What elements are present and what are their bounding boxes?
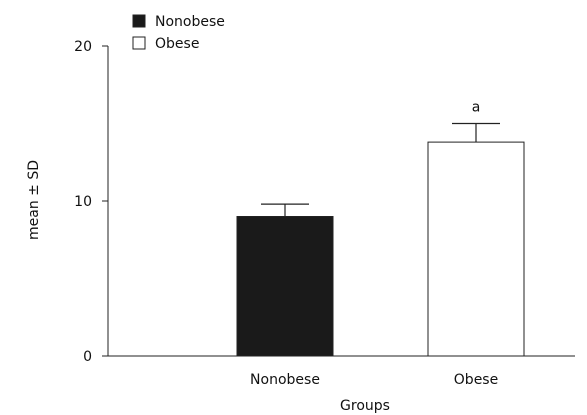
legend-swatch-obese — [132, 36, 146, 50]
y-tick-label: 10 — [74, 194, 92, 210]
y-ticks: 0 10 20 — [74, 39, 108, 365]
x-tick-label-nonobese: Nonobese — [250, 372, 320, 388]
y-tick-label: 0 — [83, 349, 92, 365]
legend-label-nonobese: Nonobese — [155, 14, 225, 30]
x-tick-label-obese: Obese — [454, 372, 498, 388]
significance-annotation: a — [472, 100, 481, 116]
bar-obese — [427, 141, 525, 357]
x-ticks: Nonobese Obese — [250, 372, 498, 388]
legend-swatch-nonobese — [132, 14, 146, 28]
y-tick-label: 20 — [74, 39, 92, 55]
x-axis-label: Groups — [340, 398, 390, 414]
y-axis-label: mean ± SD — [26, 160, 42, 240]
bar-nonobese — [236, 216, 334, 357]
bars: a — [236, 100, 525, 357]
legend: Nonobese Obese — [132, 14, 225, 52]
legend-label-obese: Obese — [155, 36, 199, 52]
